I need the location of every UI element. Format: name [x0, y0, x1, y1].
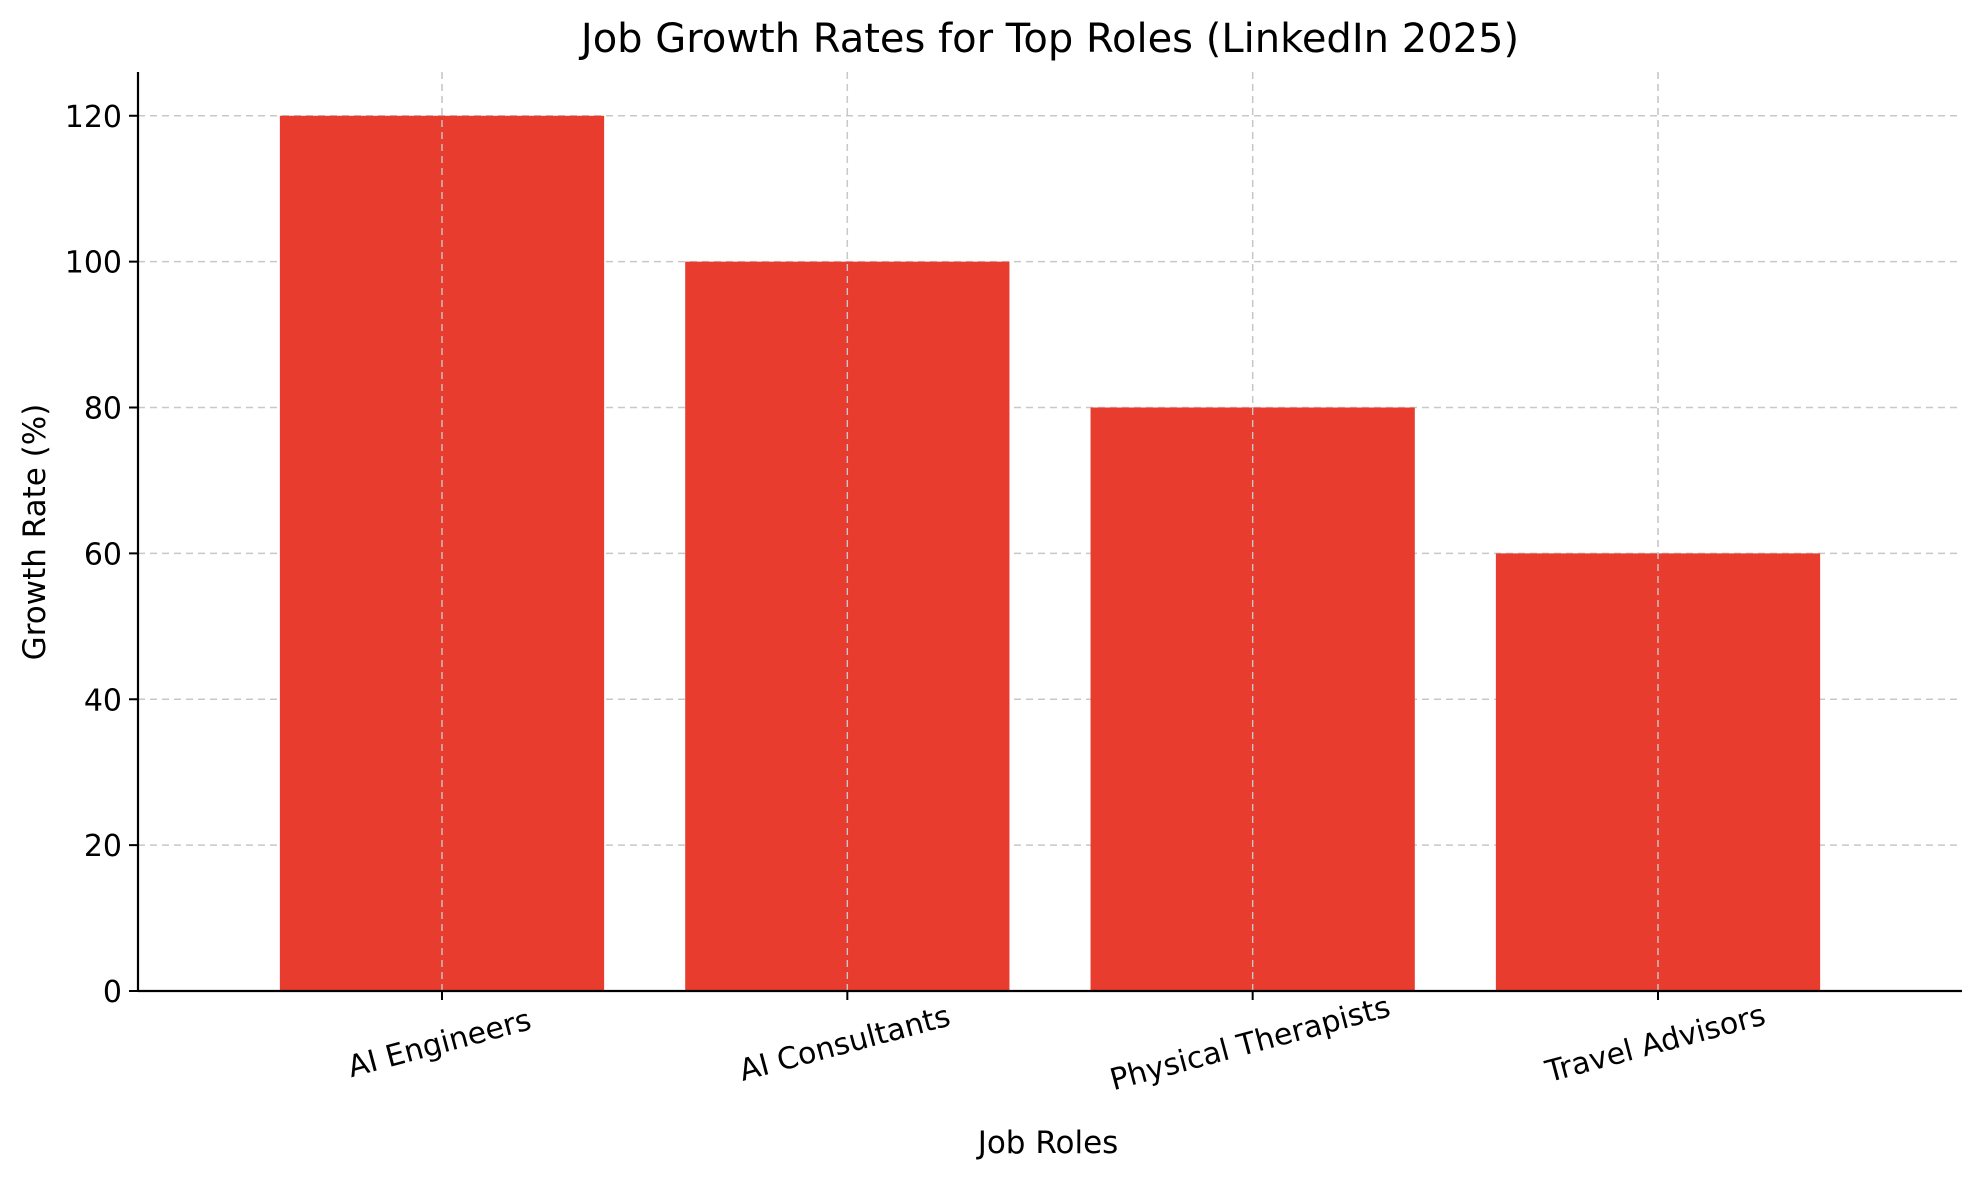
- y-tick-label-120: 120: [65, 100, 122, 135]
- chart-title: Job Growth Rates for Top Roles (LinkedIn…: [578, 16, 1519, 62]
- x-tick-label-travel-advisors: Travel Advisors: [1541, 998, 1769, 1091]
- bar-layer: [279, 72, 1821, 992]
- y-tick-label-60: 60: [84, 537, 122, 572]
- x-tick-label-physical-therapists: Physical Therapists: [1106, 990, 1394, 1098]
- x-axis-label: Job Roles: [976, 1125, 1119, 1161]
- y-tick-label-80: 80: [84, 392, 122, 427]
- y-tick-label-100: 100: [65, 246, 122, 281]
- y-tick-label-40: 40: [84, 683, 122, 718]
- y-tick-label-0: 0: [103, 975, 122, 1010]
- x-tick-label-ai-consultants: AI Consultants: [736, 999, 954, 1089]
- x-tick-label-ai-engineers: AI Engineers: [344, 1003, 535, 1086]
- y-tick-label-20: 20: [84, 829, 122, 864]
- y-axis-label: Growth Rate (%): [17, 404, 53, 661]
